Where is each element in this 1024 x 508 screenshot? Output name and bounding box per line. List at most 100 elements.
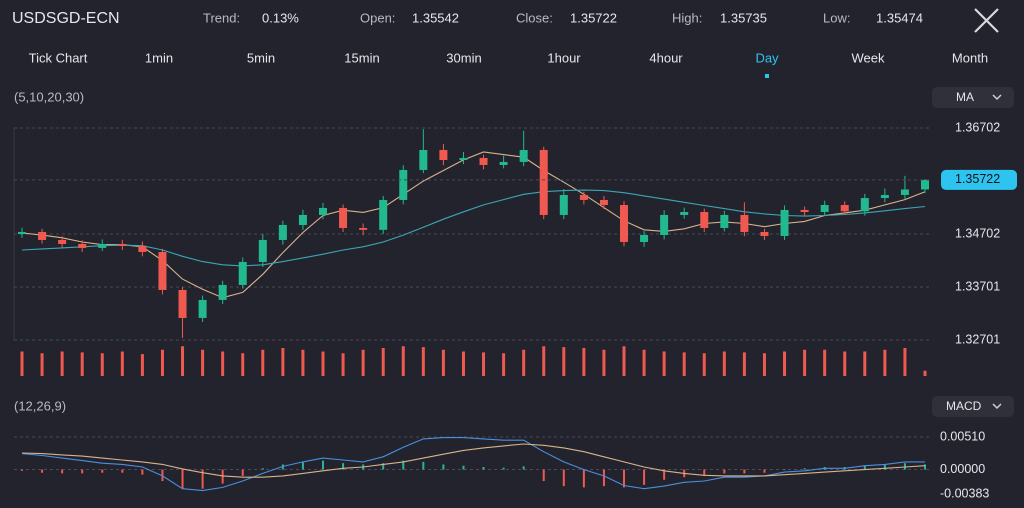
macd-bar [482,467,485,470]
volume-bar [140,354,144,376]
volume-bar [622,346,626,376]
candle-body [339,207,348,228]
tab[interactable]: 30min [446,50,481,65]
ma-line [21,151,926,299]
volume-bar [401,346,405,376]
candle-body [559,194,568,215]
volume-bar [100,353,104,376]
volume-bar [742,352,746,376]
macd-bar [241,469,244,476]
macd-dropdown[interactable]: MACD [932,396,1014,417]
macd-bar [582,469,585,488]
candle-body [158,251,167,290]
volume-bar [361,349,365,376]
dropdown-label[interactable]: MA [956,90,974,104]
tab[interactable]: 1hour [547,50,581,65]
candle-body [78,243,87,248]
candle-body [419,149,428,170]
tab[interactable]: 4hour [649,50,683,65]
tab[interactable]: Week [852,50,885,65]
volume-bar [903,348,907,376]
macd-bar [21,469,23,471]
candle-body [98,243,107,248]
macd-bar [542,469,545,482]
volume-bar [60,351,64,376]
macd-bar [402,460,405,470]
tab[interactable]: 15min [344,50,379,65]
tab[interactable]: 5min [247,50,275,65]
candle-body [760,231,769,236]
volume-bar [843,351,847,376]
volume-bar [823,349,827,376]
tab[interactable]: Month [952,50,988,65]
candle-body [178,289,187,318]
y-tick-label: -0.00383 [940,486,989,500]
volume-bar [803,349,807,376]
candle-body [18,231,26,235]
candle-body [479,157,488,165]
active-indicator[interactable] [765,74,769,78]
dropdown-bg[interactable] [932,396,1014,417]
macd-bar [663,469,666,480]
macd-bar [81,469,84,474]
candle-body [740,214,749,232]
candle-body [439,149,448,161]
candle-body [499,161,508,165]
macd-bar [261,468,264,470]
macd-bar [883,464,886,470]
macd-bar [382,463,385,470]
volume-bar [863,351,867,376]
macd-bar [602,469,605,487]
volume-bar [682,352,686,376]
current-price: 1.35722 [955,172,1000,186]
volume-bar [542,346,546,376]
candle-body [579,194,588,200]
macd-bar [201,469,204,489]
volume-bar [281,348,285,376]
macd-bar [643,469,646,485]
tab[interactable]: Day [755,50,779,65]
macd-bar [101,469,104,473]
volume-bar [201,349,205,376]
candle-body [780,209,789,236]
candle-body [38,231,47,240]
macd-bar [221,469,224,484]
volume-bar [502,353,506,376]
macd-bar [422,461,425,470]
dropdown-bg[interactable] [932,87,1014,108]
volume-bar [181,346,185,376]
volume-bar [160,349,164,376]
candle-body [900,189,909,195]
tab[interactable]: 1min [145,50,173,65]
volume-bar [662,351,666,376]
candle-body [720,214,729,228]
dropdown-label[interactable]: MACD [946,399,982,413]
candle-body [640,234,649,242]
stat-label: Low: [823,10,850,25]
candle-body [660,214,669,235]
y-tick-label: 1.33701 [955,279,1000,293]
candle-body [359,227,368,230]
candle-body [519,149,528,162]
candle-body [599,199,608,205]
volume-bar [20,351,24,376]
close-button[interactable] [974,8,999,33]
candle-body [700,211,709,228]
stat-label: Trend: [203,10,240,25]
volume-bar [461,351,465,376]
macd-bar [803,468,806,470]
candle-body [218,284,227,300]
ma-dropdown[interactable]: MA [932,87,1014,108]
chevron[interactable] [992,403,1002,410]
close-icon[interactable] [974,8,999,33]
candle-body [198,299,207,318]
volume-bar [80,352,84,376]
stat-label: Open: [360,10,395,25]
tab[interactable]: Tick Chart [29,50,88,65]
macd-bar [522,466,525,470]
macd-bar [342,463,345,470]
chevron[interactable] [992,94,1002,101]
candle-body [138,245,147,252]
candle-body [921,179,929,190]
